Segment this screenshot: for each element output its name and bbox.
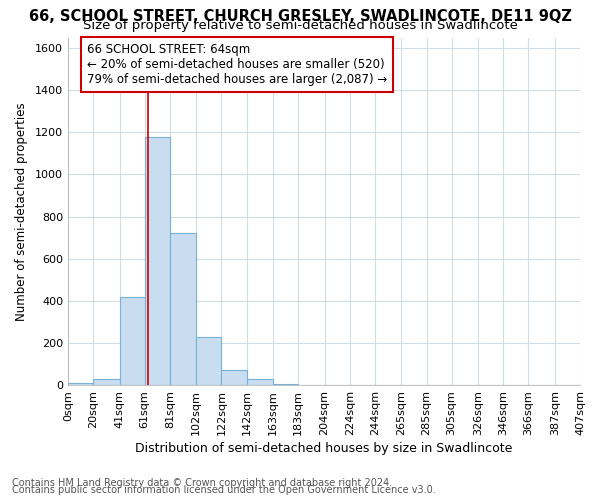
- Text: 66 SCHOOL STREET: 64sqm
← 20% of semi-detached houses are smaller (520)
79% of s: 66 SCHOOL STREET: 64sqm ← 20% of semi-de…: [87, 42, 387, 86]
- Bar: [145, 136, 170, 385]
- Bar: [196, 336, 221, 385]
- Bar: [119, 296, 145, 385]
- Text: Contains HM Land Registry data © Crown copyright and database right 2024.: Contains HM Land Registry data © Crown c…: [12, 478, 392, 488]
- Text: Contains public sector information licensed under the Open Government Licence v3: Contains public sector information licen…: [12, 485, 436, 495]
- Text: 66, SCHOOL STREET, CHURCH GRESLEY, SWADLINCOTE, DE11 9QZ: 66, SCHOOL STREET, CHURCH GRESLEY, SWADL…: [29, 9, 571, 24]
- Bar: [221, 370, 247, 385]
- Bar: [247, 379, 273, 385]
- Bar: [93, 379, 119, 385]
- Bar: [273, 384, 298, 385]
- Bar: [68, 383, 93, 385]
- Text: Size of property relative to semi-detached houses in Swadlincote: Size of property relative to semi-detach…: [83, 18, 517, 32]
- Y-axis label: Number of semi-detached properties: Number of semi-detached properties: [15, 102, 28, 320]
- Bar: [170, 234, 196, 385]
- X-axis label: Distribution of semi-detached houses by size in Swadlincote: Distribution of semi-detached houses by …: [135, 442, 512, 455]
